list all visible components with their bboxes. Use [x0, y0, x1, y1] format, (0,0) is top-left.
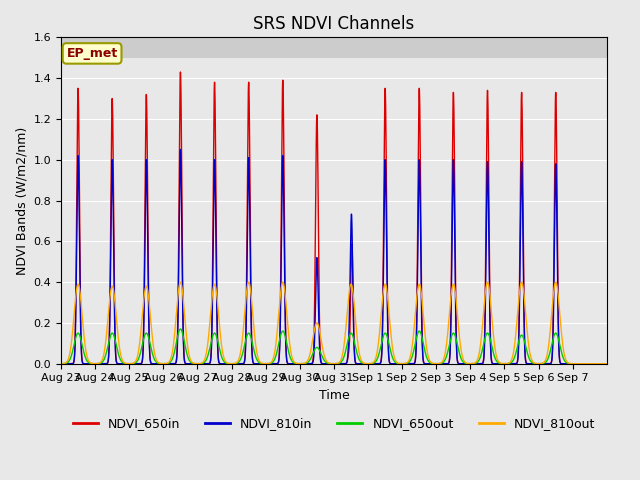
NDVI_650out: [404, 360, 412, 366]
NDVI_650in: [603, 361, 611, 367]
Line: NDVI_650out: NDVI_650out: [61, 329, 607, 364]
NDVI_650in: [452, 314, 460, 320]
NDVI_650out: [597, 361, 605, 367]
NDVI_650in: [404, 361, 412, 367]
NDVI_650in: [487, 345, 495, 350]
NDVI_810in: [487, 349, 495, 355]
Text: EP_met: EP_met: [67, 47, 118, 60]
NDVI_650out: [520, 335, 527, 341]
NDVI_810in: [452, 325, 460, 331]
NDVI_650in: [177, 69, 184, 75]
NDVI_810in: [603, 361, 611, 367]
NDVI_650in: [57, 361, 65, 367]
NDVI_810in: [597, 361, 605, 367]
Line: NDVI_810in: NDVI_810in: [61, 150, 607, 364]
NDVI_650out: [177, 326, 184, 332]
NDVI_810in: [57, 361, 65, 367]
Y-axis label: NDVI Bands (W/m2/nm): NDVI Bands (W/m2/nm): [15, 126, 28, 275]
NDVI_810in: [520, 282, 527, 288]
NDVI_810out: [452, 295, 460, 301]
NDVI_650out: [603, 361, 611, 367]
NDVI_650out: [452, 336, 460, 341]
NDVI_810out: [597, 361, 605, 367]
NDVI_650in: [597, 361, 605, 367]
Line: NDVI_810out: NDVI_810out: [61, 282, 607, 364]
NDVI_650out: [169, 355, 177, 360]
NDVI_810out: [487, 301, 495, 307]
NDVI_810in: [177, 147, 184, 153]
NDVI_810out: [520, 288, 527, 293]
NDVI_650out: [487, 338, 495, 344]
Title: SRS NDVI Channels: SRS NDVI Channels: [253, 15, 415, 33]
NDVI_810out: [177, 279, 184, 285]
NDVI_810in: [169, 361, 177, 367]
NDVI_810out: [169, 347, 177, 352]
NDVI_650in: [169, 361, 177, 367]
Legend: NDVI_650in, NDVI_810in, NDVI_650out, NDVI_810out: NDVI_650in, NDVI_810in, NDVI_650out, NDV…: [68, 412, 600, 435]
NDVI_810out: [57, 361, 65, 367]
Bar: [61, 37, 607, 58]
NDVI_650out: [57, 361, 65, 367]
NDVI_650in: [520, 255, 527, 261]
X-axis label: Time: Time: [319, 389, 349, 402]
NDVI_810out: [603, 361, 611, 367]
NDVI_810out: [404, 359, 412, 365]
Line: NDVI_650in: NDVI_650in: [61, 72, 607, 364]
NDVI_810in: [404, 361, 412, 367]
